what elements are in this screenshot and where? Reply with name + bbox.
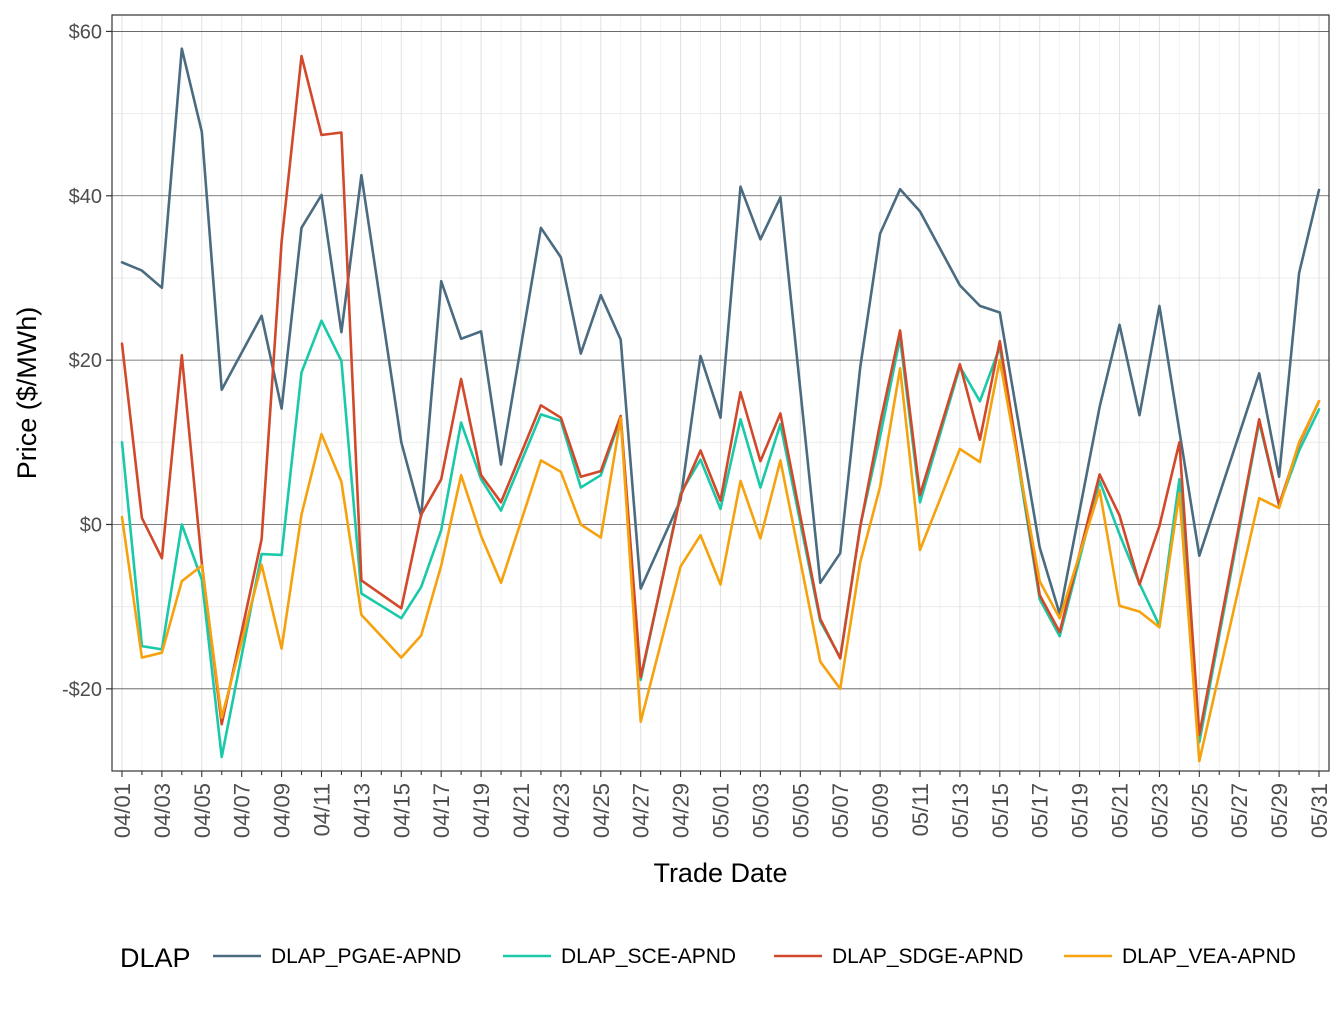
y-tick-label: -$20 xyxy=(62,679,102,701)
x-tick-label: 04/07 xyxy=(230,783,255,838)
y-tick-label: $0 xyxy=(80,514,102,536)
x-tick-label: 04/21 xyxy=(509,783,534,838)
major-gridlines xyxy=(112,31,1329,690)
x-tick-label: 05/21 xyxy=(1108,783,1133,838)
legend-items: DLAP_PGAE-APND DLAP_SCE-APND DLAP_SDGE-APN… xyxy=(213,945,1296,968)
x-tick-label: 04/13 xyxy=(349,783,374,838)
x-tick-label: 04/09 xyxy=(270,783,295,838)
x-tick-label: 05/13 xyxy=(948,783,973,838)
x-tick-label: 04/11 xyxy=(309,783,334,836)
x-axis-title: Trade Date xyxy=(653,858,787,888)
x-tick-label: 04/15 xyxy=(389,783,414,838)
x-tick-label: 04/01 xyxy=(110,783,135,838)
x-tick-label: 05/17 xyxy=(1028,783,1053,838)
x-tick-label: 05/25 xyxy=(1187,783,1212,838)
x-tick-label: 05/29 xyxy=(1267,783,1292,838)
series-line-dlap_sdge-apnd xyxy=(120,54,1321,737)
legend-label-dlap_sdge-apnd: DLAP_SDGE-APND xyxy=(832,945,1023,968)
x-tick-label: 05/27 xyxy=(1227,783,1252,838)
x-tick-label: 05/31 xyxy=(1307,783,1332,838)
x-tick-label: 05/05 xyxy=(788,783,813,838)
y-tick-label: $40 xyxy=(69,186,102,208)
x-tick-label: 04/29 xyxy=(669,783,694,838)
x-tick-label: 05/15 xyxy=(988,783,1013,838)
legend-label-dlap_pgae-apnd: DLAP_PGAE-APND xyxy=(271,945,461,968)
x-tick-label: 05/03 xyxy=(748,783,773,838)
x-tick-label: 04/17 xyxy=(429,783,454,838)
series-line-dlap_pgae-apnd xyxy=(120,47,1321,616)
legend-title: DLAP xyxy=(120,943,191,973)
x-axis: 04/01 04/03 04/05 04/07 04/09 04/11 04/13 04/15… xyxy=(110,771,1332,838)
x-tick-label: 05/23 xyxy=(1147,783,1172,838)
y-tick-label: $20 xyxy=(69,350,102,372)
y-axis-title: Price ($/MWh) xyxy=(12,307,42,480)
x-tick-label: 05/01 xyxy=(709,783,734,838)
series-line-dlap_sce-apnd xyxy=(120,319,1321,759)
series-line-dlap_vea-apnd xyxy=(120,358,1321,763)
legend-label-dlap_sce-apnd: DLAP_SCE-APND xyxy=(561,945,736,968)
y-tick-label: $60 xyxy=(69,21,102,43)
legend: DLAP DLAP_PGAE-APND DLAP_SCE-APND DLAP_SDG… xyxy=(120,943,1296,973)
x-tick-label: 04/19 xyxy=(469,783,494,838)
x-tick-label: 04/27 xyxy=(629,783,654,838)
x-tick-label: 04/03 xyxy=(150,783,175,838)
x-tick-label: 04/05 xyxy=(190,783,215,838)
x-tick-label: 05/09 xyxy=(868,783,893,838)
y-axis: $60 $40 $20 $0 -$20 xyxy=(62,21,112,701)
x-tick-label: 04/23 xyxy=(549,783,574,838)
x-tick-label: 05/11 xyxy=(908,783,933,836)
series-lines xyxy=(120,47,1321,763)
x-tick-label: 05/07 xyxy=(828,783,853,838)
x-tick-label: 05/19 xyxy=(1068,783,1093,838)
x-tick-label: 04/25 xyxy=(589,783,614,838)
legend-label-dlap_vea-apnd: DLAP_VEA-APND xyxy=(1122,945,1296,968)
